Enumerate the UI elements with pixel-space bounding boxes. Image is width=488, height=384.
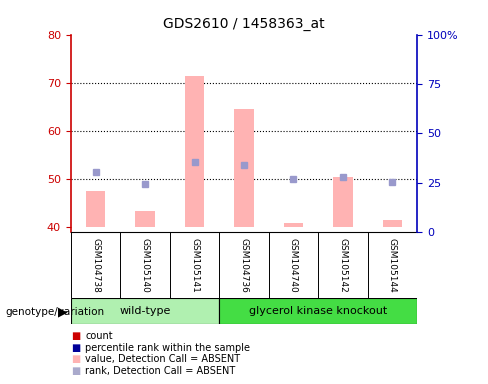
Text: GSM105140: GSM105140 [141, 238, 149, 293]
Bar [234, 109, 254, 227]
Text: genotype/variation: genotype/variation [5, 307, 104, 317]
Text: ■: ■ [71, 331, 80, 341]
Text: glycerol kinase knockout: glycerol kinase knockout [249, 306, 387, 316]
Text: ■: ■ [71, 354, 80, 364]
Title: GDS2610 / 1458363_at: GDS2610 / 1458363_at [163, 17, 325, 31]
Text: ■: ■ [71, 366, 80, 376]
Bar [284, 223, 304, 227]
Text: rank, Detection Call = ABSENT: rank, Detection Call = ABSENT [85, 366, 236, 376]
Bar [219, 298, 417, 324]
Text: ▶: ▶ [58, 305, 67, 318]
Text: GSM105142: GSM105142 [339, 238, 347, 292]
Text: GSM104738: GSM104738 [91, 238, 100, 293]
Bar [135, 210, 155, 227]
Text: percentile rank within the sample: percentile rank within the sample [85, 343, 250, 353]
Bar [383, 220, 403, 227]
Text: GSM104740: GSM104740 [289, 238, 298, 292]
Text: GSM105141: GSM105141 [190, 238, 199, 293]
Bar [333, 177, 353, 227]
Text: wild-type: wild-type [120, 306, 171, 316]
Text: ■: ■ [71, 343, 80, 353]
Text: GSM105144: GSM105144 [388, 238, 397, 292]
Text: count: count [85, 331, 113, 341]
Bar [71, 298, 219, 324]
Bar [184, 76, 204, 227]
Bar [85, 191, 105, 227]
Text: GSM104736: GSM104736 [240, 238, 248, 293]
Text: value, Detection Call = ABSENT: value, Detection Call = ABSENT [85, 354, 241, 364]
